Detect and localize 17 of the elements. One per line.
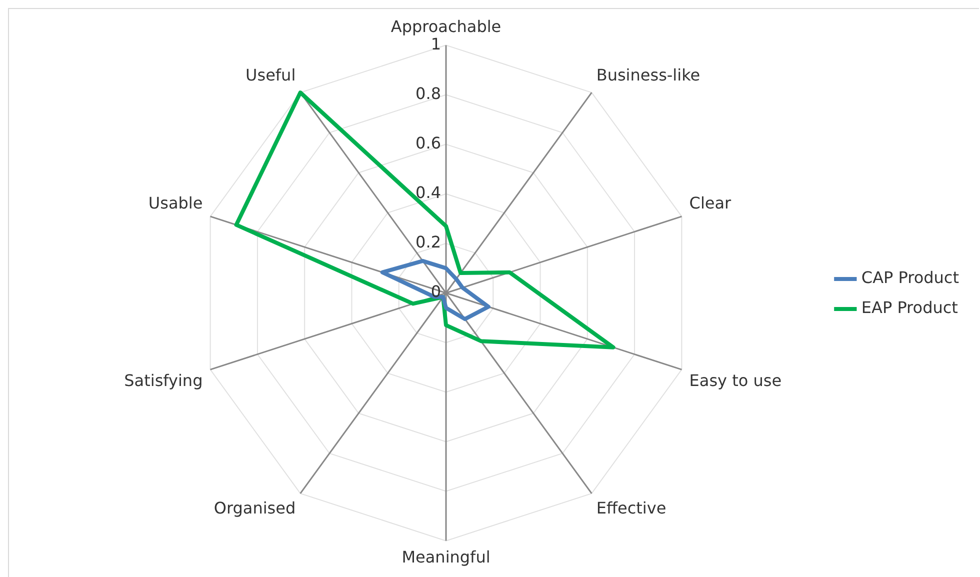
spoke-label: Satisfying	[124, 370, 203, 390]
spoke-label: Meaningful	[402, 548, 490, 567]
y-tick-label: 0.6	[416, 133, 441, 152]
spoke-label: Business-like	[596, 66, 700, 85]
spoke-label: Clear	[689, 194, 732, 213]
spoke-label: Usable	[148, 194, 203, 213]
spoke-label: Easy to use	[689, 370, 782, 390]
spoke-label: Effective	[596, 498, 666, 518]
spoke-label: Approachable	[390, 16, 502, 36]
y-tick-label: 0.8	[416, 84, 441, 103]
y-tick-label: 1	[430, 34, 441, 54]
legend-label: EAP Product	[861, 298, 958, 318]
y-tick-label: 0.4	[416, 183, 441, 202]
spoke-label: Organised	[214, 498, 296, 518]
y-tick-label: 0.2	[416, 232, 441, 252]
legend-label: CAP Product	[861, 268, 960, 288]
spoke-label: Useful	[246, 66, 296, 85]
